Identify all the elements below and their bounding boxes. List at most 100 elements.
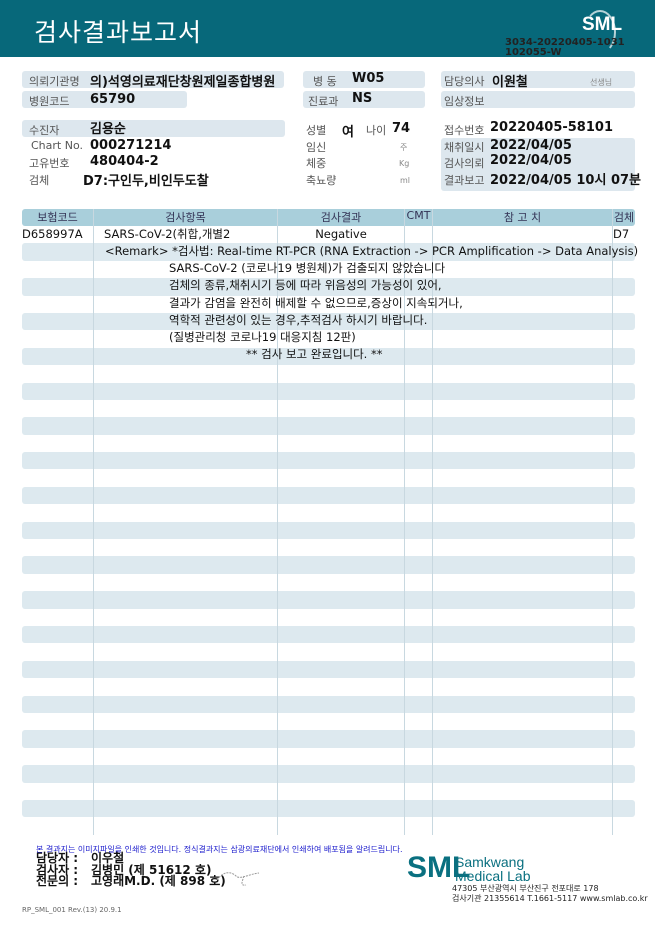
table-cell [94, 799, 278, 818]
table-cell [405, 556, 433, 574]
table-cell [278, 365, 405, 383]
table-cell [613, 452, 635, 469]
table-cell [433, 591, 613, 609]
table-cell [94, 469, 278, 487]
table-cell [433, 730, 613, 748]
table-cell [22, 260, 94, 279]
chart-value: 000271214 [90, 138, 172, 153]
table-cell [22, 608, 94, 626]
report-value: 2022/04/05 10시 07분 [490, 173, 642, 188]
table-cell [278, 817, 405, 835]
table-cell [613, 383, 635, 400]
table-row [22, 747, 635, 766]
preg-unit: 주 [400, 143, 408, 152]
table-cell [613, 661, 635, 678]
table-cell [278, 469, 405, 487]
id-label: 고유번호 [29, 157, 70, 170]
table-row [22, 365, 635, 383]
code-label: 병원코드 [29, 95, 70, 108]
doc-no-line: 3034-20220405-1031 [505, 37, 625, 48]
table-row [22, 521, 635, 540]
address-line: 47305 부산광역시 부산진구 전포대로 178 [452, 884, 599, 893]
table-cell [405, 452, 433, 470]
receipt-label: 접수번호 [444, 124, 485, 137]
table-cell [94, 260, 278, 279]
table-cell [613, 365, 635, 382]
patient-label: 수진자 [29, 124, 60, 137]
table-cell [278, 399, 405, 418]
table-cell [94, 730, 278, 748]
table-cell [94, 278, 278, 296]
table-row [22, 765, 635, 783]
table-cell [278, 573, 405, 592]
table-cell [613, 487, 635, 504]
staff-line: 전문의 : 고영래M.D. (제 898 호) [36, 874, 226, 888]
lab-name: Samkwang Medical Lab [455, 855, 531, 883]
table-row [22, 243, 635, 261]
table-cell [94, 312, 278, 331]
table-row [22, 399, 635, 418]
table-cell [433, 347, 613, 366]
table-cell [278, 625, 405, 644]
table-cell [405, 434, 433, 453]
remark-line: ** 검사 보고 완료입니다. ** [246, 347, 383, 361]
field-bg [303, 91, 425, 108]
table-cell [94, 625, 278, 644]
table-cell [22, 556, 94, 574]
table-cell [405, 695, 433, 713]
table-cell [22, 695, 94, 713]
table-cell [94, 365, 278, 383]
specimen-value: D7:구인두,비인두도찰 [83, 174, 209, 189]
table-cell [22, 330, 94, 348]
table-row [22, 695, 635, 713]
table-cell [405, 660, 433, 679]
field-bg [441, 71, 635, 88]
table-cell [94, 486, 278, 505]
lab-name-line: Medical Lab [455, 868, 531, 884]
table-cell [433, 417, 613, 435]
code-value: 65790 [90, 92, 136, 107]
table-cell [278, 643, 405, 661]
patient-value: 김용순 [90, 122, 126, 137]
table-cell [278, 782, 405, 800]
table-cell [613, 556, 635, 573]
chart-label: Chart No. [31, 139, 83, 152]
table-cell [94, 765, 278, 783]
table-cell [278, 243, 405, 261]
weight-label: 체중 [306, 157, 327, 170]
clinical-label: 임상정보 [444, 95, 485, 108]
table-cell [94, 660, 278, 679]
table-cell [22, 486, 94, 505]
table-row [22, 817, 635, 835]
doc-no-line: 102055-W [505, 47, 562, 58]
table-cell [405, 521, 433, 540]
hospital-label: 의뢰기관명 [29, 75, 80, 88]
table-cell [405, 243, 433, 261]
collect-label: 채취일시 [444, 141, 485, 154]
table-cell [613, 678, 635, 695]
table-row [22, 573, 635, 592]
table-cell [22, 243, 94, 261]
table-cell [22, 382, 94, 400]
table-cell [613, 574, 635, 591]
table-cell [405, 678, 433, 696]
table-cell [94, 434, 278, 453]
table-cell [405, 747, 433, 766]
table-cell [278, 539, 405, 557]
staff-name: 고영래M.D. (제 898 호) [91, 874, 226, 888]
table-cell [94, 747, 278, 766]
table-cell [278, 747, 405, 766]
table-cell [278, 591, 405, 609]
table-cell [613, 278, 635, 295]
table-cell [22, 469, 94, 487]
dept-value: NS [352, 91, 373, 106]
table-cell [22, 399, 94, 418]
table-cell [405, 469, 433, 487]
table-cell [22, 573, 94, 592]
urine-label: 축뇨량 [306, 174, 337, 187]
table-cell [278, 556, 405, 574]
table-cell [613, 800, 635, 817]
table-cell [405, 486, 433, 505]
staff-label: 전문의 : [36, 874, 79, 888]
table-cell [278, 452, 405, 470]
